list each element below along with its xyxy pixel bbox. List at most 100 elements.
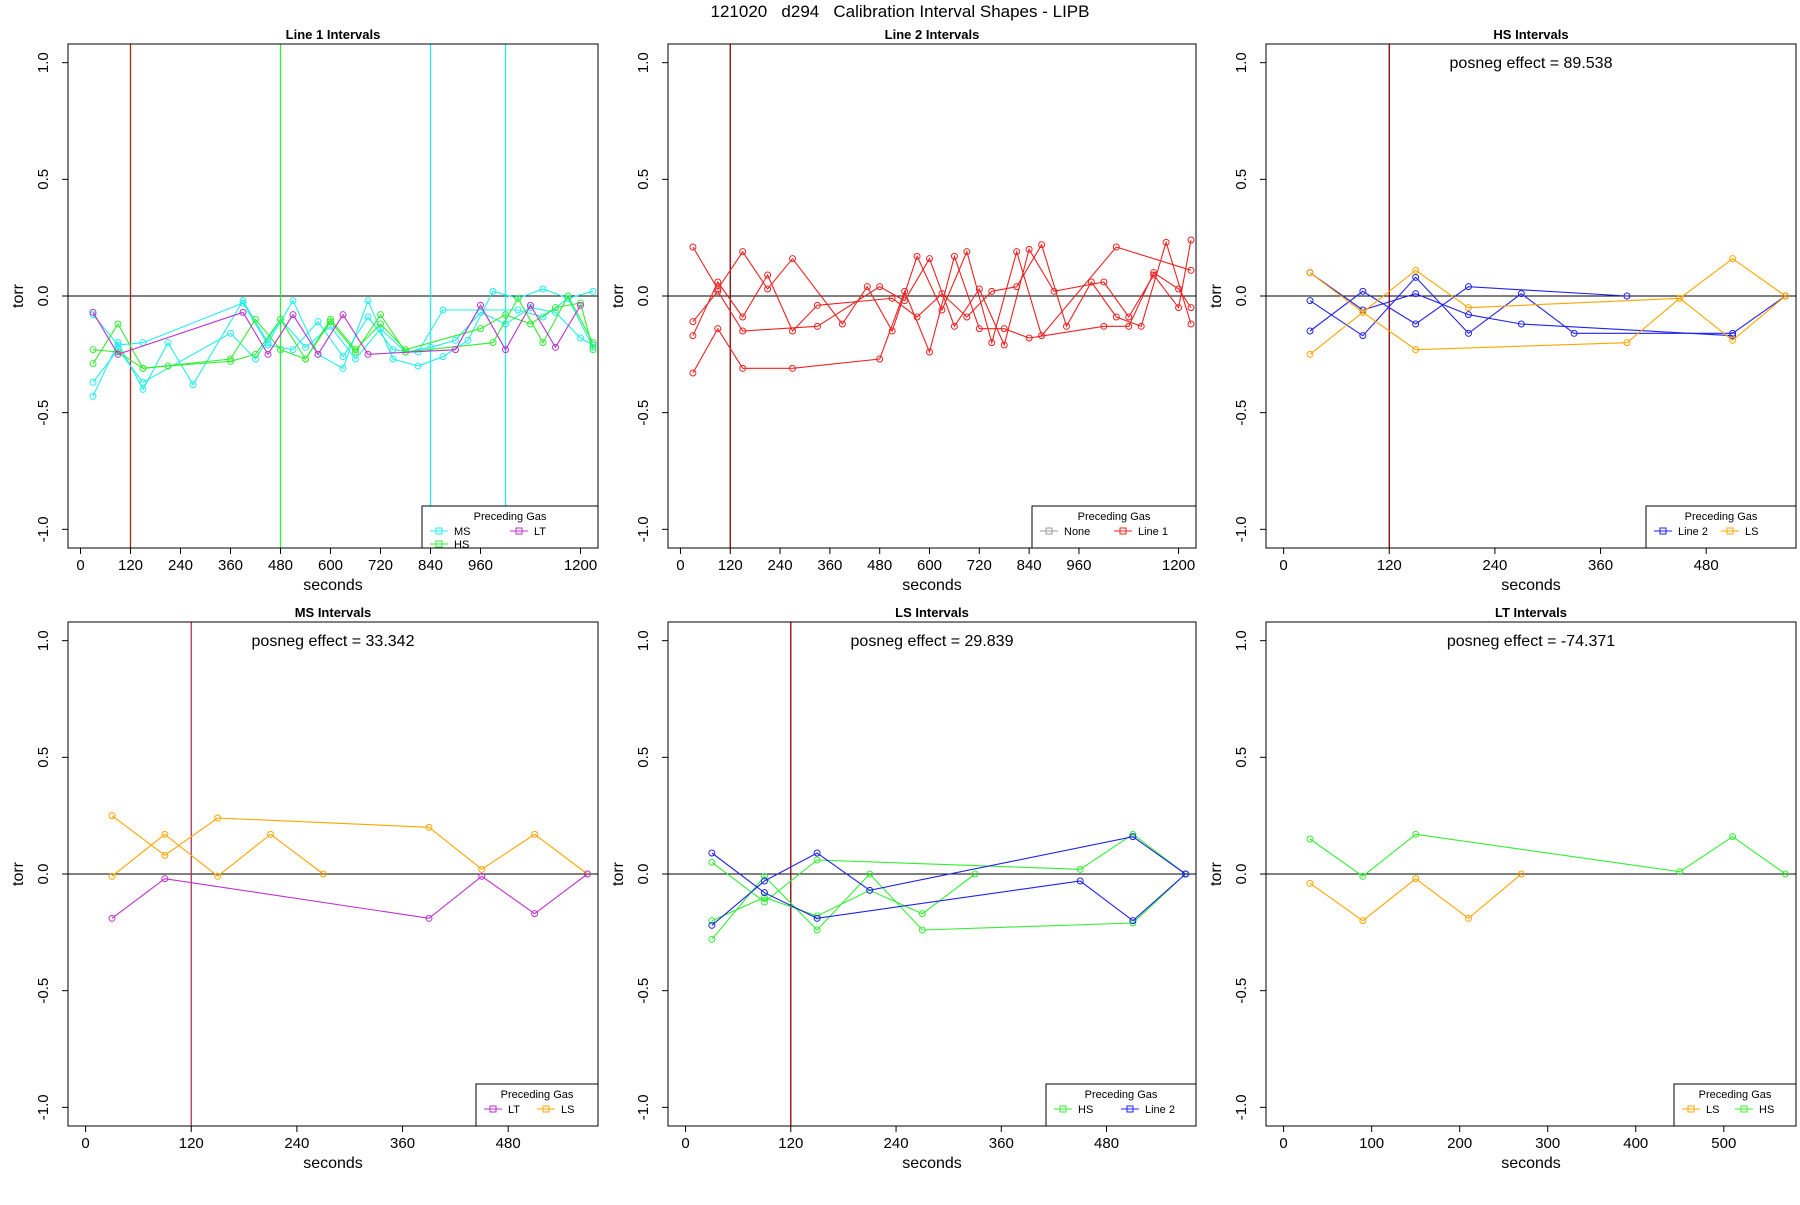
y-tick-label: 0.5 (35, 747, 52, 768)
data-point (963, 313, 971, 321)
x-tick-label: 0 (81, 1135, 89, 1152)
data-point (1464, 329, 1472, 337)
data-point (1137, 322, 1145, 330)
data-point (708, 921, 716, 929)
data-point (277, 346, 284, 354)
data-point (1062, 322, 1070, 330)
data-point (1359, 308, 1367, 316)
data-point (1162, 238, 1170, 246)
data-point (139, 364, 147, 372)
y-tick-label: 0.5 (635, 169, 652, 190)
data-point (950, 322, 958, 330)
data-point (161, 875, 169, 883)
data-point (452, 346, 459, 354)
data-point (327, 315, 334, 323)
legend-title: Preceding Gas (1699, 1089, 1772, 1101)
data-point (888, 294, 896, 302)
data-point (478, 865, 486, 873)
data-point (714, 287, 722, 295)
y-tick-label: -1.0 (635, 1094, 652, 1120)
data-point (1187, 266, 1195, 274)
data-point (1464, 311, 1472, 319)
x-tick-label: 480 (1094, 1135, 1119, 1152)
x-tick-label: 360 (989, 1135, 1014, 1152)
legend-label: HS (1759, 1104, 1774, 1116)
plot-area (1266, 44, 1796, 548)
data-point (302, 343, 309, 351)
data-point (1087, 278, 1095, 286)
x-axis-label: seconds (902, 1155, 962, 1172)
data-point (364, 350, 372, 358)
data-point (114, 320, 122, 328)
data-point (489, 287, 497, 295)
legend-box (421, 505, 599, 549)
legend-label: LT (534, 526, 546, 538)
data-point (1181, 870, 1189, 878)
series-line-ls (1309, 272, 1786, 351)
y-tick-label: 0.0 (1233, 864, 1250, 885)
data-point (477, 308, 484, 316)
y-tick-label: -0.5 (1233, 400, 1250, 426)
data-point (552, 304, 559, 312)
chart-panel-line2: Line 2 Intervals 0 120 240 360 480 600 720 840 96… (610, 27, 1197, 594)
x-tick-label: 600 (318, 557, 343, 574)
data-point (971, 870, 979, 878)
x-tick-label: 120 (1377, 557, 1402, 574)
x-tick-label: 240 (168, 557, 193, 574)
chart-title: LS Intervals (895, 605, 969, 620)
chart-panel-line1: Line 1 Intervals 0 120 240 360 480 600 720 840 96… (10, 27, 599, 594)
data-point (1781, 292, 1789, 300)
legend-label: Line 2 (1678, 526, 1708, 538)
data-point (918, 926, 926, 934)
data-point (114, 350, 122, 358)
series-line-hs (92, 302, 594, 369)
data-point (227, 357, 234, 365)
y-tick-label: 1.0 (635, 630, 652, 651)
data-point (1129, 833, 1137, 841)
y-tick-label: 0.5 (1233, 169, 1250, 190)
data-point (689, 332, 697, 340)
x-tick-label: 1200 (1162, 557, 1195, 574)
data-point (1129, 917, 1137, 925)
x-tick-label: 120 (718, 557, 743, 574)
x-tick-label: 960 (1066, 557, 1091, 574)
series-line-line-1 (692, 239, 1192, 347)
data-point (352, 355, 359, 363)
x-axis-label: seconds (303, 1155, 363, 1172)
data-point (1306, 327, 1314, 335)
legend-label: MS (454, 526, 471, 538)
data-point (539, 339, 547, 347)
data-point (539, 313, 547, 321)
chart-title: HS Intervals (1493, 27, 1568, 42)
data-point (377, 320, 384, 328)
y-tick-label: 0.5 (1233, 747, 1250, 768)
data-point (975, 285, 983, 293)
data-point (531, 830, 539, 838)
data-point (1100, 322, 1108, 330)
legend-marker (1726, 527, 1734, 535)
data-point (1464, 304, 1472, 312)
x-tick-label: 400 (1623, 1135, 1648, 1152)
x-tick-label: 500 (1711, 1135, 1736, 1152)
data-point (926, 348, 934, 356)
data-point (1729, 329, 1737, 337)
y-tick-label: -0.5 (35, 978, 52, 1004)
data-point (813, 849, 821, 857)
data-point (1175, 285, 1183, 293)
data-point (527, 301, 534, 309)
series-line-line-2 (1309, 286, 1628, 332)
data-point (1729, 255, 1737, 263)
legend-label: Line 1 (1138, 526, 1168, 538)
data-point (1187, 320, 1195, 328)
data-point (739, 327, 747, 335)
data-point (1464, 283, 1472, 291)
data-point (760, 898, 768, 906)
legend-label: LS (1745, 526, 1758, 538)
chart-title: MS Intervals (295, 605, 372, 620)
data-point (1517, 290, 1525, 298)
data-point (239, 299, 247, 307)
legend-label: None (1064, 526, 1090, 538)
data-point (1729, 332, 1737, 340)
x-tick-label: 0 (76, 557, 84, 574)
data-point (764, 285, 772, 293)
